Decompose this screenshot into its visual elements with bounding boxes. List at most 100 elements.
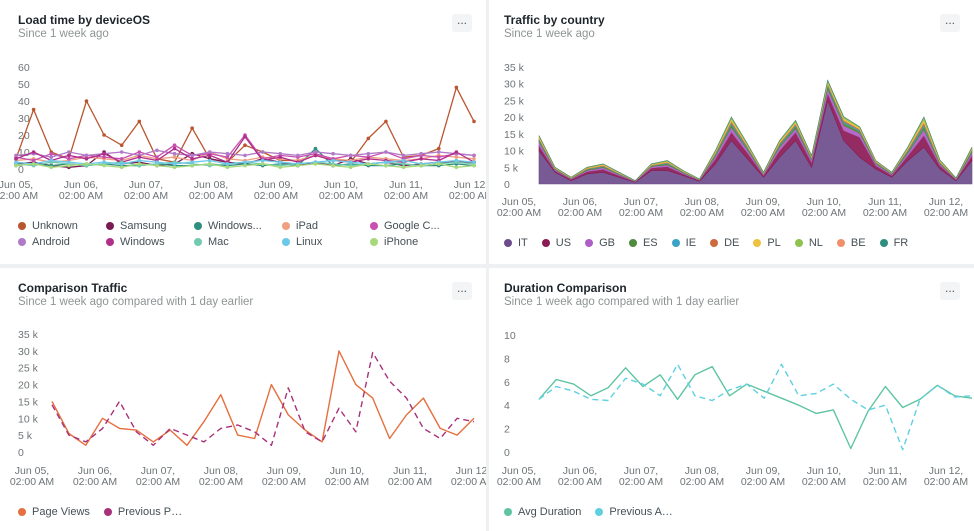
data-point [84,157,89,161]
data-point [102,151,106,156]
legend-item[interactable]: Samsung [106,220,182,232]
data-point [119,157,124,161]
data-point [155,160,159,164]
legend-item[interactable]: Linux [282,236,358,248]
series-line [538,363,973,451]
legend-label: IE [685,237,697,249]
legend-item[interactable]: FR [879,237,909,249]
data-point [348,153,353,158]
legend-item[interactable]: Previous Page Views [103,506,184,518]
data-point [366,162,371,166]
data-point [67,150,71,154]
legend-swatch [879,239,888,247]
legend-item[interactable]: Android [18,236,94,248]
legend-label: Android [32,236,70,248]
x-tick-label: 02:00 AM [924,476,968,488]
data-point [454,85,459,90]
x-tick-label: Jun 08, [194,179,228,191]
legend-item[interactable]: iPhone [370,236,446,248]
panel-menu-button[interactable]: ... [452,14,472,32]
data-point [102,163,106,168]
data-point [454,155,459,159]
legend-swatch [194,238,202,246]
y-tick-label: 25 k [504,95,525,107]
data-point [14,160,18,164]
data-point [137,162,142,166]
panel-title: Comparison Traffic [18,281,128,295]
x-tick-label: Jun 08, [204,465,238,477]
y-tick-label: 15 k [504,129,525,141]
data-point [155,163,159,168]
data-point [14,163,18,168]
legend-item[interactable]: Google C... [370,220,446,232]
series-line [15,86,475,163]
y-tick-label: 60 [18,62,30,74]
legend-item[interactable]: ES [628,237,658,249]
legend-label: FR [893,237,909,249]
x-tick-label: 02:00 AM [619,207,663,219]
legend-label: DE [724,237,740,249]
data-point [454,165,459,170]
panel-menu-button[interactable]: ... [452,282,472,300]
data-point [296,153,300,158]
legend-item[interactable]: Previous Avg Duration [595,506,675,518]
legend-item[interactable]: Unknown [18,220,94,232]
data-point [155,155,159,159]
legend-item[interactable]: Page Views [18,506,90,518]
data-point [278,155,283,159]
legend-item[interactable]: Avg Duration [504,506,581,518]
legend-item[interactable]: Windows... [194,220,270,232]
series-line [51,351,475,447]
data-point [243,143,247,147]
x-tick-label: Jun 05, [502,465,536,477]
legend-label: Windows... [208,220,262,232]
legend-item[interactable]: NL [794,237,823,249]
legend-item[interactable]: Mac [194,236,270,248]
data-point [49,165,54,170]
legend-item[interactable]: DE [710,237,739,249]
data-point [366,136,371,141]
x-tick-label: Jun 09, [259,179,293,191]
legend-item[interactable]: iPad [282,220,358,232]
y-tick-label: 20 k [18,380,39,392]
legend-item[interactable]: BE [836,237,866,249]
data-point [172,162,177,166]
data-point [119,165,124,170]
y-tick-label: 10 [504,330,516,342]
y-tick-label: 10 k [504,146,525,158]
y-tick-label: 4 [504,400,510,412]
legend-label: IT [518,237,528,249]
legend-item[interactable]: IE [671,237,697,249]
data-point [366,151,371,156]
legend-swatch [370,222,378,230]
legend-item[interactable]: PL [753,237,781,249]
legend-item[interactable]: IT [504,237,528,249]
legend-item[interactable]: US [541,237,571,249]
x-tick-label: 02:00 AM [73,476,117,488]
data-point [172,155,177,159]
chart-legend: Avg Duration Previous Avg Duration [504,506,959,518]
x-tick-label: Jun 07, [624,196,658,208]
y-tick-label: 35 k [18,329,39,341]
legend-swatch [595,508,604,516]
legend-item[interactable]: GB [585,237,615,249]
y-tick-label: 0 [504,447,510,459]
x-tick-label: 02:00 AM [449,190,486,202]
data-point [102,155,106,159]
data-point [172,146,177,151]
data-point [348,160,353,164]
panel-menu-button[interactable]: ... [940,14,960,32]
y-tick-label: 8 [504,353,510,365]
panel-menu-button[interactable]: ... [940,282,960,300]
x-tick-label: 02:00 AM [254,190,298,202]
legend-item[interactable]: Windows [106,236,182,248]
data-point [31,150,36,154]
x-tick-label: Jun 10, [807,465,841,477]
legend-label: NL [808,237,823,249]
legend-swatch [671,239,680,247]
data-point [384,119,388,124]
data-point [472,160,476,164]
x-tick-label: Jun 05, [502,196,536,208]
legend-label: Samsung [120,220,167,232]
